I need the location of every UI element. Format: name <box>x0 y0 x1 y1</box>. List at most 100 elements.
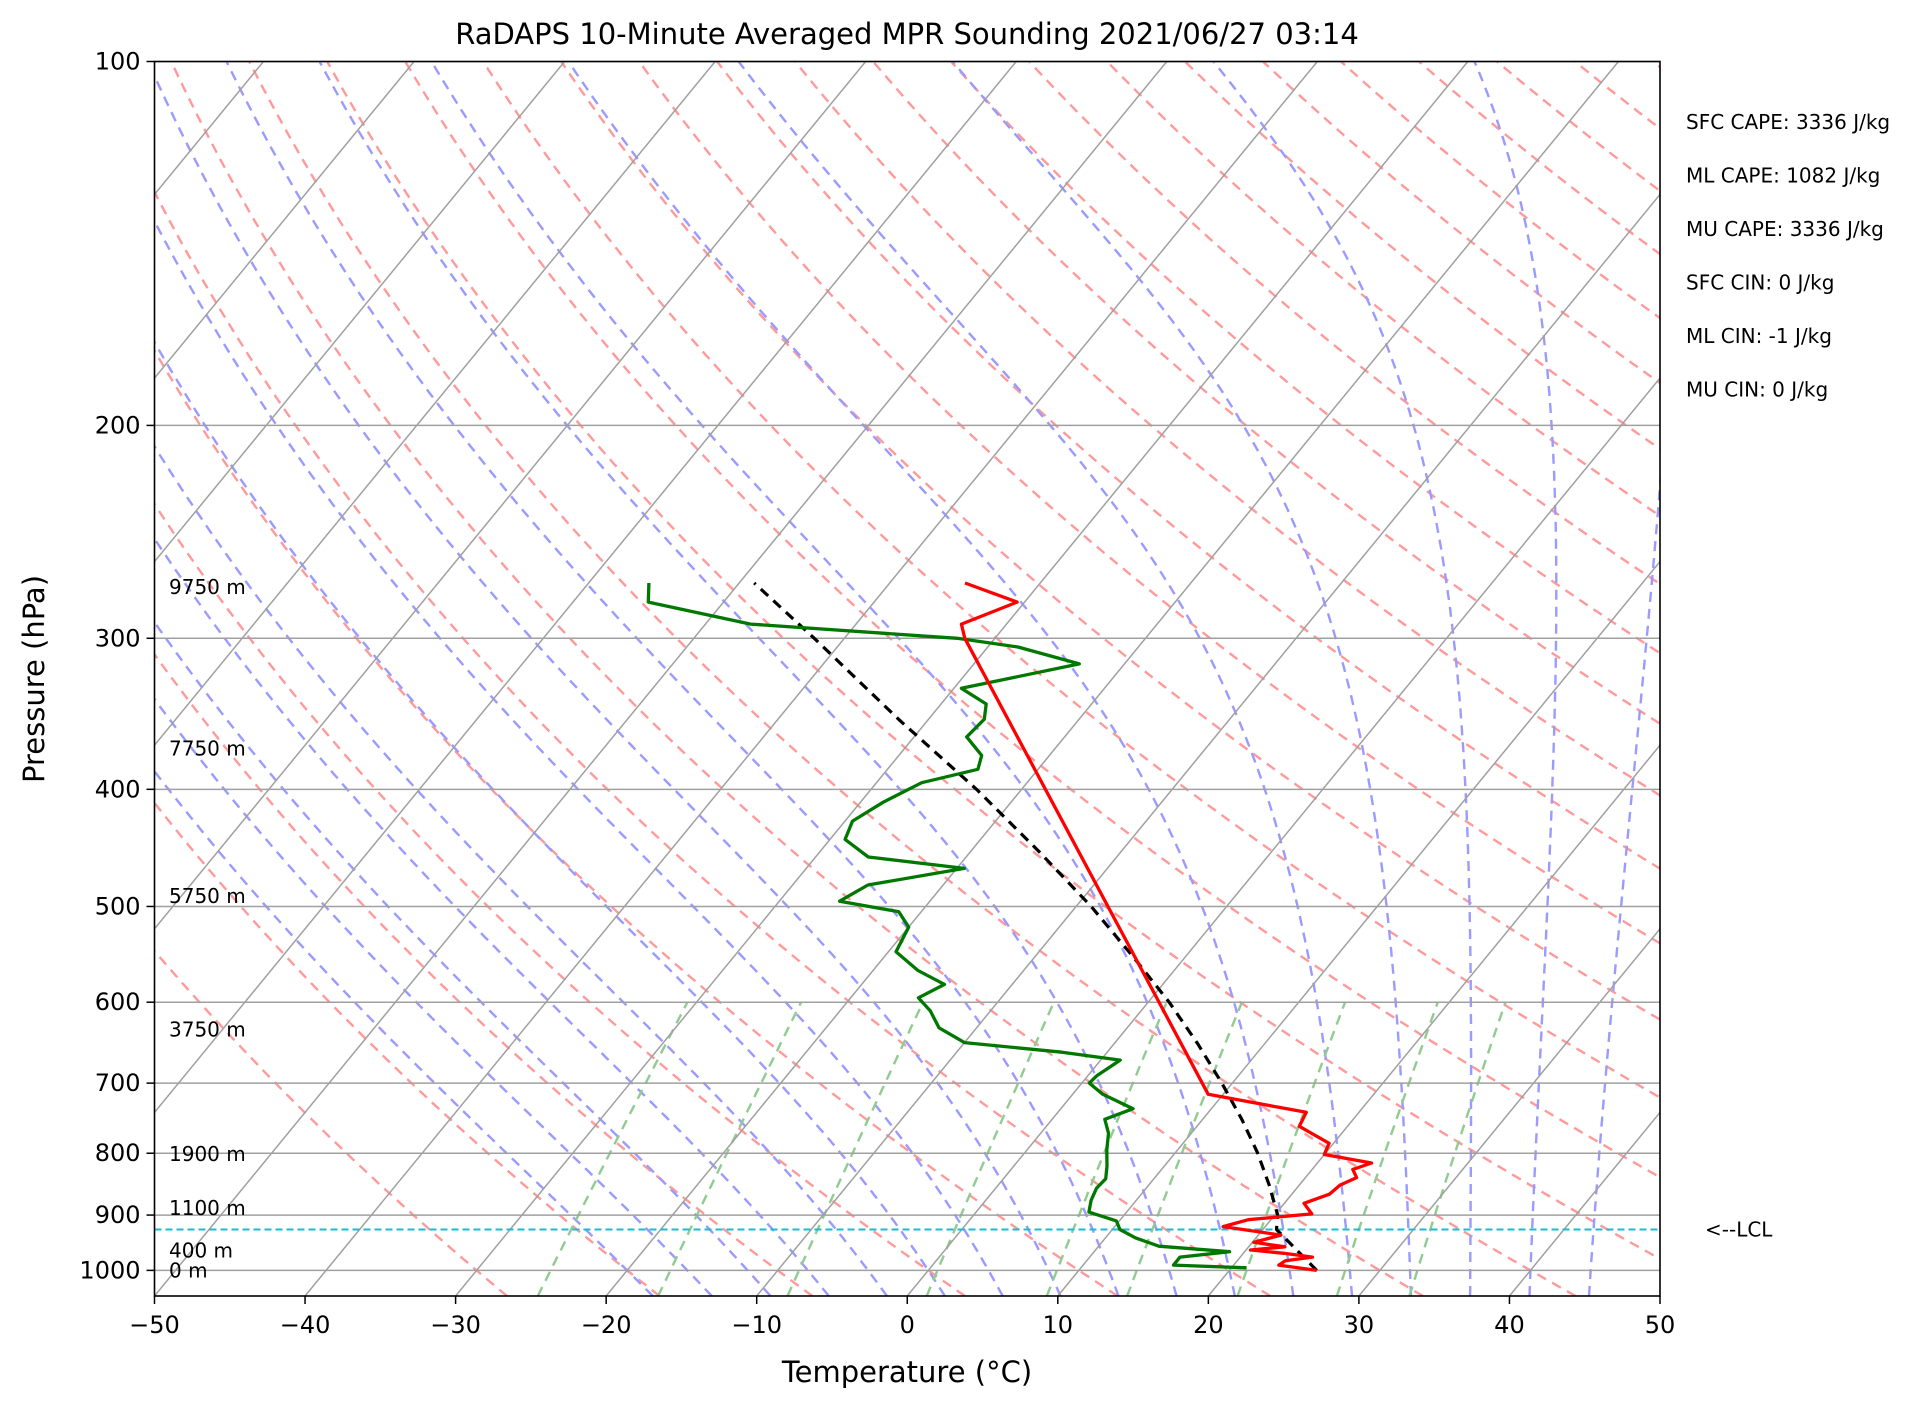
y-tick-label: 1000 <box>79 1256 140 1284</box>
isotherm-line <box>605 61 1620 1296</box>
chart-title: RaDAPS 10-Minute Averaged MPR Sounding 2… <box>455 17 1359 51</box>
x-tick-label: −40 <box>280 1311 331 1339</box>
plot-frame <box>153 60 1661 1297</box>
isotherm-line <box>304 61 1318 1296</box>
isotherm-line <box>154 61 1017 1114</box>
height-label: 9750 m <box>169 575 246 599</box>
x-tick-label: −50 <box>129 1311 180 1339</box>
x-tick-label: 50 <box>1645 1311 1676 1339</box>
isotherm-line <box>154 61 716 747</box>
y-tick-label: 600 <box>95 988 141 1016</box>
isotherm-line <box>756 193 1660 1296</box>
height-label: 7750 m <box>169 736 246 760</box>
x-tick-label: 0 <box>900 1311 915 1339</box>
dry-adiabat-line <box>154 348 1119 1296</box>
dry-adiabat-line <box>154 501 966 1296</box>
height-label: 0 m <box>169 1258 208 1282</box>
y-axis-title: Pressure (hPa) <box>17 575 51 783</box>
mixing-ratio-line <box>786 1001 925 1296</box>
moist-adiabat-line <box>154 536 830 1296</box>
moist-adiabat-line <box>1587 470 1660 1296</box>
dry-adiabat-line <box>482 61 1660 1099</box>
x-tick-label: 30 <box>1344 1311 1375 1339</box>
isotherm-line <box>1207 744 1660 1296</box>
isotherm-line <box>1508 1111 1660 1296</box>
isotherm-line <box>154 61 867 930</box>
moist-adiabat-line <box>154 620 772 1296</box>
dry-adiabat-line <box>1574 61 1660 131</box>
mixing-ratio-line <box>1335 1001 1439 1296</box>
isotherm-line <box>154 61 566 563</box>
dry-adiabat-line <box>872 61 1660 726</box>
parcel-profile-line <box>753 581 1318 1272</box>
dry-adiabat-line <box>716 61 1660 871</box>
isotherm-line <box>154 61 1168 1296</box>
isotherm-line <box>455 61 1469 1296</box>
y-tick-label: 100 <box>95 48 141 76</box>
dry-adiabat-line <box>638 61 1660 945</box>
isotherm-line <box>1358 927 1660 1296</box>
mixing-ratio-line <box>925 1001 1055 1296</box>
moist-adiabat-line <box>154 218 1004 1296</box>
dry-adiabat-line <box>1652 61 1660 69</box>
dewpoint-profile-line <box>646 582 1247 1270</box>
dry-adiabat-line <box>950 61 1660 655</box>
y-tick-label: 700 <box>95 1069 141 1097</box>
mixing-ratio-line <box>1236 1001 1347 1296</box>
x-tick-label: −30 <box>430 1311 481 1339</box>
y-tick-label: 900 <box>95 1201 141 1229</box>
moist-adiabat-line <box>225 61 1120 1296</box>
dry-adiabat-line <box>1496 61 1660 193</box>
index-value-label: MU CIN: 0 J/kg <box>1686 378 1828 402</box>
moist-adiabat-line <box>154 769 654 1296</box>
dry-adiabat-line <box>154 652 814 1296</box>
height-label: 400 m <box>169 1239 233 1263</box>
dry-adiabat-line <box>248 61 1577 1296</box>
isotherm-line <box>1659 1294 1660 1296</box>
dry-adiabat-line <box>1340 61 1660 320</box>
x-axis-title: Temperature (°C) <box>781 1355 1032 1389</box>
dry-adiabat-line <box>154 189 1271 1296</box>
temperature-profile-line <box>959 581 1374 1273</box>
index-value-label: SFC CIN: 0 J/kg <box>1686 271 1834 295</box>
dry-adiabat-line <box>1262 61 1660 385</box>
moist-adiabat-line <box>430 61 1236 1296</box>
mixing-ratio-line <box>536 1001 689 1296</box>
mixing-ratio-line <box>1126 1001 1244 1296</box>
moist-adiabat-line <box>154 339 946 1296</box>
dry-adiabat-line <box>794 61 1660 797</box>
lcl-label: <--LCL <box>1705 1218 1773 1242</box>
y-tick-label: 800 <box>95 1139 141 1167</box>
moist-adiabat-line <box>154 73 1062 1296</box>
mixing-ratio-line <box>1045 1001 1168 1296</box>
height-label: 5750 m <box>169 884 246 908</box>
moist-adiabat-line <box>1212 61 1473 1296</box>
moist-adiabat-line <box>737 61 1354 1296</box>
x-tick-label: 10 <box>1043 1311 1074 1339</box>
index-value-label: ML CAPE: 1082 J/kg <box>1686 164 1880 188</box>
dry-adiabat-line <box>1418 61 1660 256</box>
x-tick-label: 20 <box>1193 1311 1224 1339</box>
isotherm-line <box>154 61 415 380</box>
dry-adiabat-line <box>404 61 1660 1179</box>
index-value-label: SFC CAPE: 3336 J/kg <box>1686 110 1890 134</box>
moist-adiabat-line <box>154 697 713 1296</box>
height-label: 1900 m <box>169 1142 246 1166</box>
index-value-label: MU CAPE: 3336 J/kg <box>1686 217 1884 241</box>
moist-adiabat-line <box>1473 61 1558 1296</box>
dry-adiabat-line <box>560 61 1660 1021</box>
moist-adiabat-line <box>318 61 1178 1296</box>
mixing-ratio-line <box>657 1001 803 1296</box>
moist-adiabat-line <box>951 61 1413 1296</box>
y-tick-label: 300 <box>95 624 141 652</box>
height-label: 3750 m <box>169 1018 246 1042</box>
x-tick-label: −20 <box>581 1311 632 1339</box>
index-value-label: ML CIN: -1 J/kg <box>1686 324 1832 348</box>
moist-adiabat-line <box>154 444 888 1296</box>
dry-adiabat-line <box>326 61 1660 1261</box>
mixing-ratio-line <box>1408 1001 1507 1296</box>
isotherm-line <box>906 376 1660 1296</box>
x-tick-label: 40 <box>1494 1311 1525 1339</box>
y-tick-label: 200 <box>95 411 141 439</box>
